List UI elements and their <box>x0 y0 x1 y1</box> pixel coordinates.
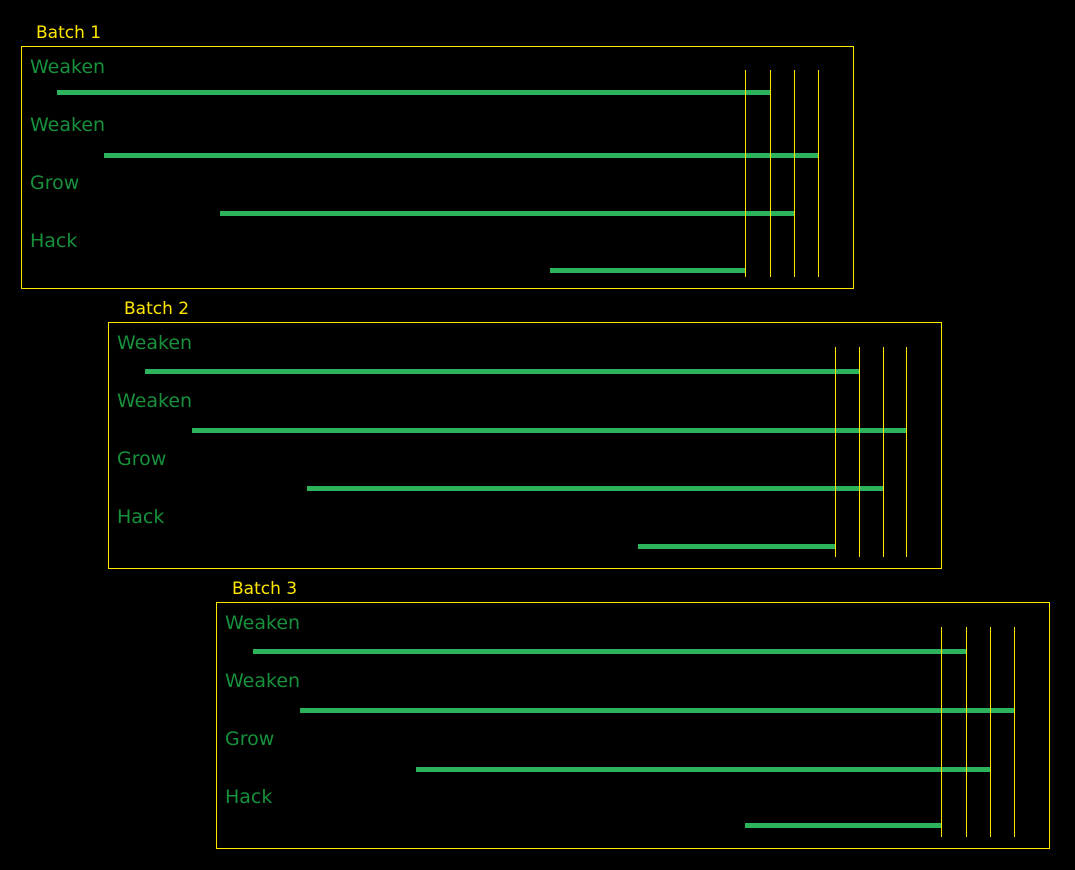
operation-label-weaken-2-2: Weaken <box>117 390 193 412</box>
operation-bar-grow-2-3 <box>307 486 883 491</box>
operation-bar-hack-1-4 <box>550 268 745 273</box>
operation-bar-weaken-1-1 <box>57 90 770 95</box>
operation-bar-hack-3-4 <box>745 823 941 828</box>
operation-bar-grow-3-3 <box>416 767 990 772</box>
operation-label-weaken-3-2: Weaken <box>225 670 301 692</box>
operation-label-weaken-1-1: Weaken <box>30 56 106 78</box>
operation-bar-weaken-3-1 <box>253 649 966 654</box>
completion-marker-line-3-2 <box>966 627 967 837</box>
operation-bar-grow-1-3 <box>220 211 794 216</box>
completion-marker-line-1-4 <box>818 70 819 277</box>
completion-marker-line-3-4 <box>1014 627 1015 837</box>
batch-frame-1 <box>21 46 854 289</box>
completion-marker-line-2-3 <box>883 347 884 557</box>
operation-label-hack-3-4: Hack <box>225 786 273 808</box>
operation-label-grow-3-3: Grow <box>225 728 275 750</box>
completion-marker-line-1-3 <box>794 70 795 277</box>
operation-bar-weaken-2-1 <box>145 369 859 374</box>
completion-marker-line-3-1 <box>941 627 942 837</box>
completion-marker-line-1-1 <box>745 70 746 277</box>
batch-title-3: Batch 3 <box>232 579 298 599</box>
batch-frame-3 <box>216 602 1050 849</box>
batch-title-2: Batch 2 <box>124 299 190 319</box>
completion-marker-line-3-3 <box>990 627 991 837</box>
operation-label-hack-2-4: Hack <box>117 506 165 528</box>
operation-label-weaken-2-1: Weaken <box>117 332 193 354</box>
operation-bar-weaken-2-2 <box>192 428 906 433</box>
operation-label-grow-1-3: Grow <box>30 172 80 194</box>
completion-marker-line-2-2 <box>859 347 860 557</box>
operation-label-weaken-3-1: Weaken <box>225 612 301 634</box>
operation-label-grow-2-3: Grow <box>117 448 167 470</box>
operation-bar-weaken-3-2 <box>300 708 1014 713</box>
operation-bar-weaken-1-2 <box>104 153 818 158</box>
operation-bar-hack-2-4 <box>638 544 835 549</box>
operation-label-weaken-1-2: Weaken <box>30 114 106 136</box>
completion-marker-line-2-4 <box>906 347 907 557</box>
batch-frame-2 <box>108 322 942 569</box>
operation-label-hack-1-4: Hack <box>30 230 78 252</box>
batch-title-1: Batch 1 <box>36 23 102 43</box>
completion-marker-line-2-1 <box>835 347 836 557</box>
completion-marker-line-1-2 <box>770 70 771 277</box>
